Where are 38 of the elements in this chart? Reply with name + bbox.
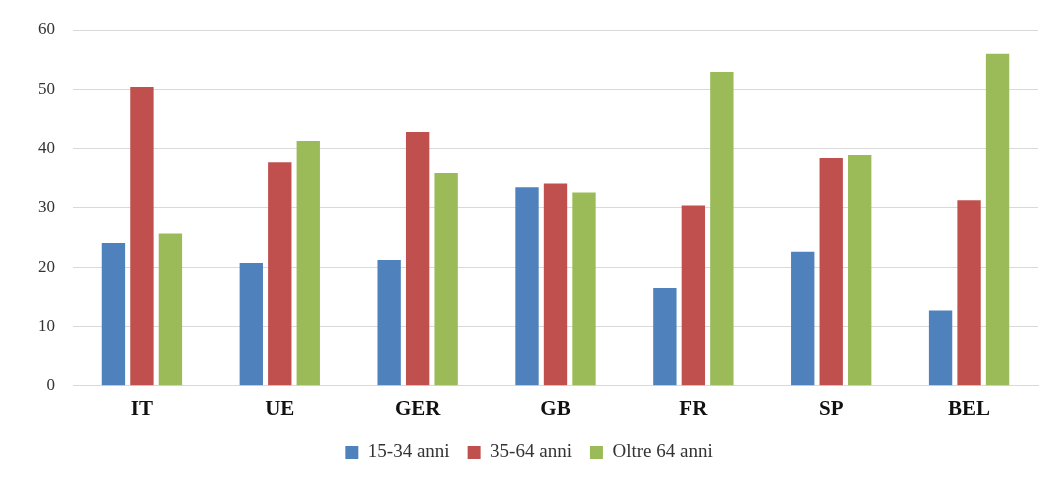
y-tick-label: 30 bbox=[38, 197, 55, 217]
bar bbox=[434, 172, 458, 386]
y-tick-label: 10 bbox=[38, 315, 55, 335]
y-tick-label: 20 bbox=[38, 256, 55, 276]
bar bbox=[681, 205, 706, 386]
bar bbox=[819, 158, 843, 386]
bar bbox=[158, 233, 183, 386]
bar bbox=[791, 251, 815, 386]
bar bbox=[928, 310, 953, 386]
bar bbox=[101, 242, 126, 386]
x-tick-label: GB bbox=[540, 395, 571, 420]
x-tick-label: BEL bbox=[948, 395, 991, 420]
bar bbox=[268, 162, 292, 386]
x-tick-label: IT bbox=[130, 395, 154, 420]
x-tick-label: UE bbox=[265, 395, 295, 420]
bar bbox=[296, 140, 320, 386]
y-tick-label: 50 bbox=[38, 78, 55, 98]
legend-label: 35-64 anni bbox=[490, 440, 572, 462]
bar bbox=[957, 200, 981, 386]
legend-label: 15-34 anni bbox=[367, 440, 450, 462]
bar bbox=[653, 287, 677, 386]
bar bbox=[239, 263, 263, 386]
x-tick-label: SP bbox=[818, 395, 844, 420]
y-tick-label: 60 bbox=[38, 19, 55, 39]
bar bbox=[543, 183, 568, 386]
y-tick-label: 0 bbox=[46, 375, 55, 395]
y-tick-label: 40 bbox=[38, 138, 55, 158]
bar bbox=[515, 187, 539, 386]
bar bbox=[710, 72, 734, 386]
bar bbox=[130, 86, 154, 386]
bar bbox=[572, 192, 596, 386]
x-tick-label: GER bbox=[394, 395, 442, 420]
bar bbox=[377, 260, 401, 386]
bar bbox=[985, 53, 1010, 386]
x-tick-label: FR bbox=[679, 395, 709, 420]
bar bbox=[405, 132, 430, 386]
legend-label: Oltre 64 anni bbox=[612, 440, 713, 462]
bar bbox=[848, 155, 872, 386]
